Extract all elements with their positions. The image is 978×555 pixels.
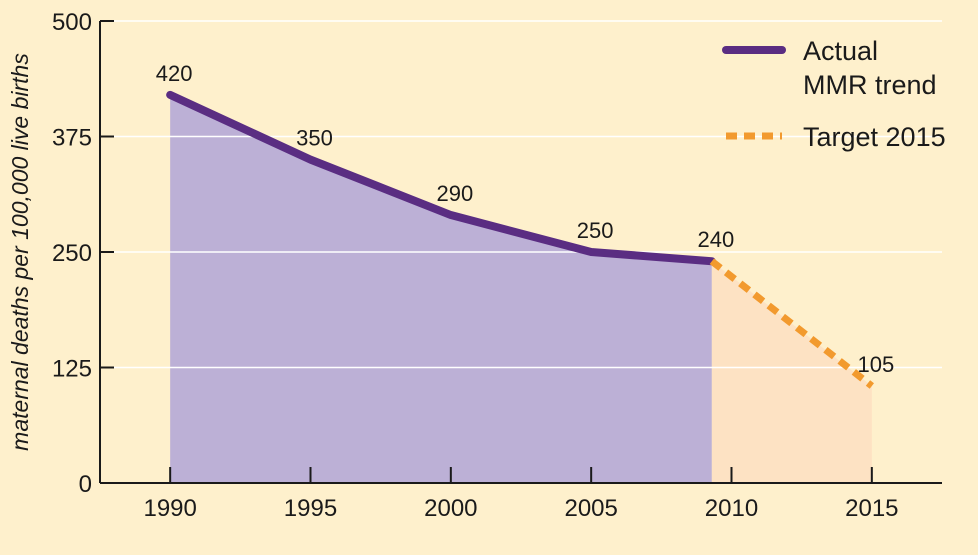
data-labels: 420 350 290 250 240 105 xyxy=(156,61,894,377)
data-label: 250 xyxy=(577,218,614,243)
y-axis-title: maternal deaths per 100,000 live births xyxy=(7,53,33,451)
x-tick-label: 2015 xyxy=(845,495,898,522)
y-tick-label: 0 xyxy=(79,471,92,498)
legend: Actual MMR trend Target 2015 xyxy=(722,36,946,152)
data-label: 290 xyxy=(436,181,473,206)
data-label: 420 xyxy=(156,61,193,86)
y-tick-label: 250 xyxy=(52,240,92,267)
area-fills xyxy=(170,94,872,484)
legend-label: MMR trend xyxy=(803,70,937,100)
legend-label: Actual xyxy=(803,36,878,66)
axes: 0 125 250 375 500 1990 1995 2000 2005 2010 2015 xyxy=(52,9,942,522)
y-tick-label: 125 xyxy=(52,356,92,383)
series-line-actual xyxy=(166,90,716,266)
legend-label: Target 2015 xyxy=(803,122,946,152)
x-tick-label: 2000 xyxy=(424,495,477,522)
data-label: 105 xyxy=(857,352,894,377)
x-tick-label: 2005 xyxy=(564,495,617,522)
data-label: 350 xyxy=(296,126,333,151)
area-fill-actual xyxy=(170,94,712,484)
area-fill-target xyxy=(711,261,872,483)
y-tick-label: 375 xyxy=(52,125,92,152)
gridlines xyxy=(100,20,942,369)
series-lines xyxy=(166,90,874,389)
x-tick-label: 1990 xyxy=(143,495,196,522)
data-label: 240 xyxy=(697,227,734,252)
series-line-target xyxy=(709,258,874,389)
x-tick-label: 2010 xyxy=(705,495,758,522)
y-tick-label: 500 xyxy=(52,9,92,36)
x-tick-label: 1995 xyxy=(284,495,337,522)
